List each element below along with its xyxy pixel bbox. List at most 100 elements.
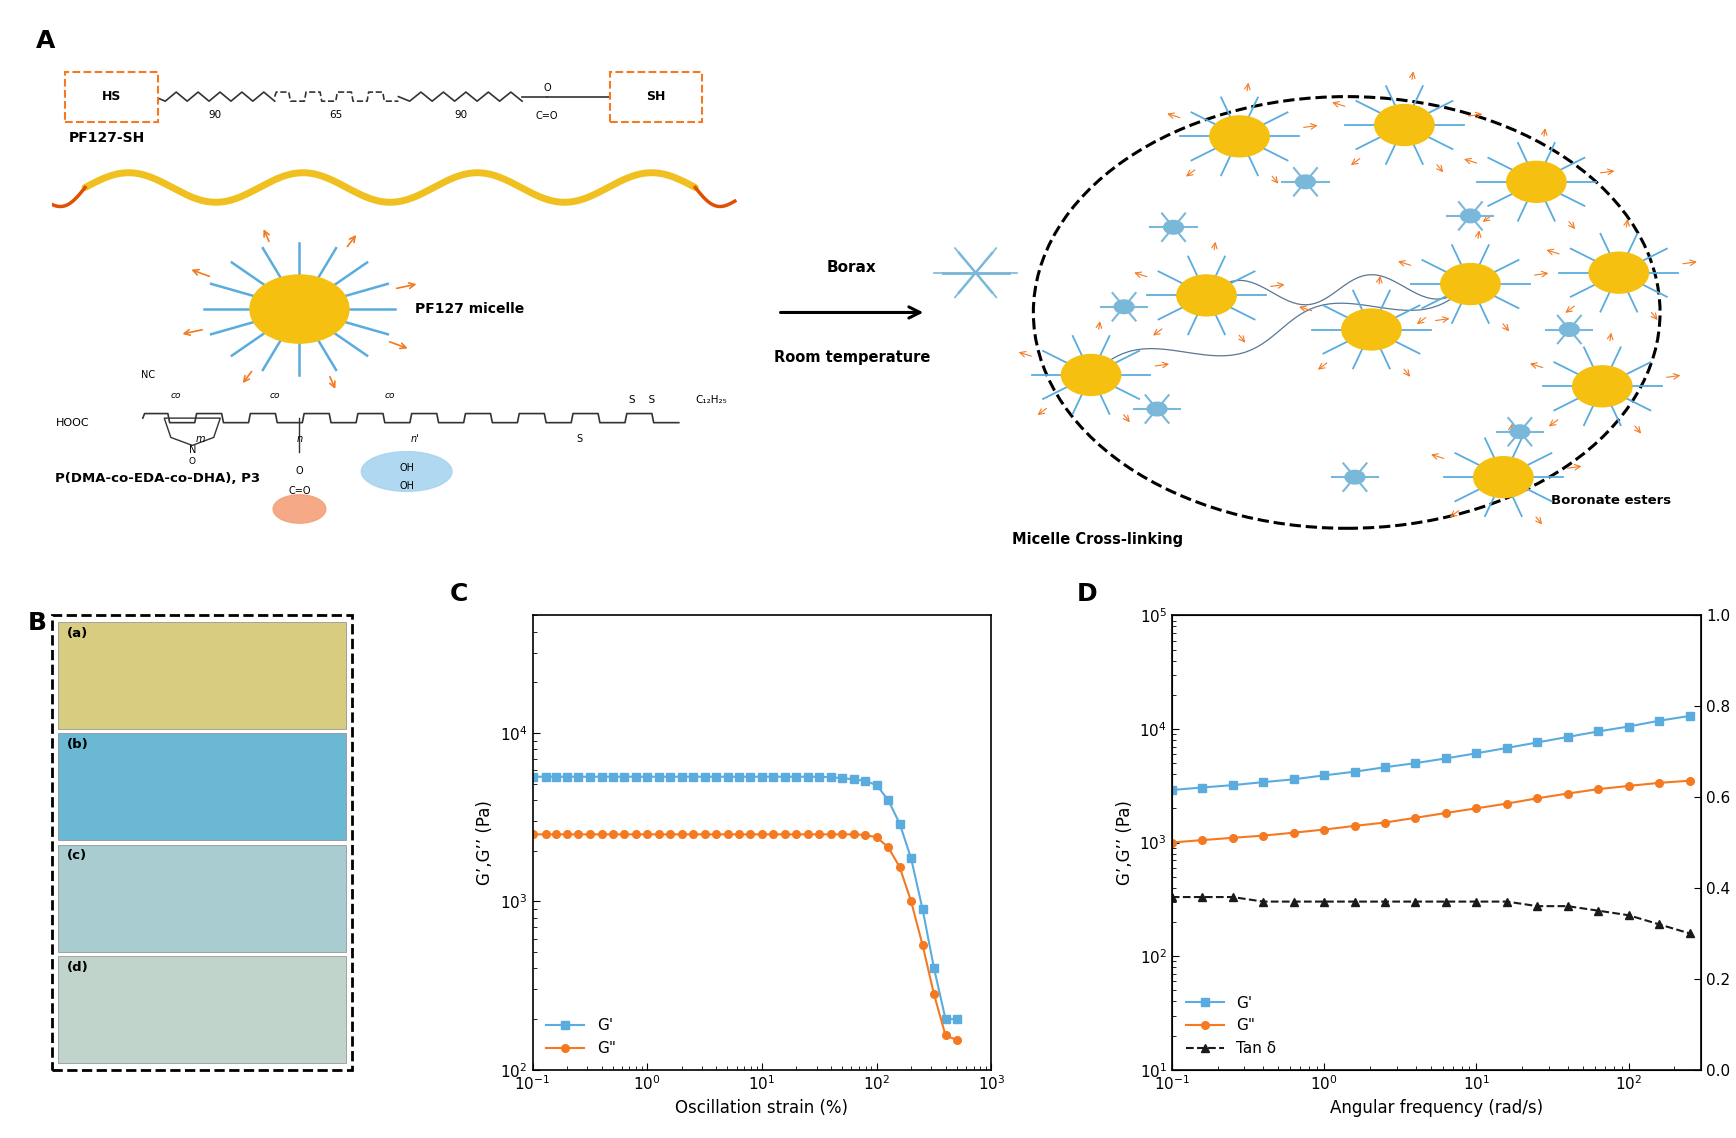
G' [729,770,750,784]
G" [625,827,646,841]
Text: D: D [1076,583,1097,607]
G" [1161,835,1182,849]
Tan δ [1222,890,1243,904]
G' [878,793,899,807]
G' [615,770,635,784]
G" [637,827,658,841]
Circle shape [1177,275,1236,316]
G" [901,894,922,908]
G' [1679,709,1700,723]
G' [844,773,865,786]
Line: G": G" [529,831,960,1044]
Circle shape [1163,221,1184,234]
Circle shape [1210,116,1269,157]
Tan δ [1436,894,1457,908]
G' [672,770,693,784]
Tan δ [1557,899,1578,913]
G" [1344,819,1364,833]
G" [1314,823,1335,836]
G' [936,1012,957,1025]
Text: Micelle Cross-linking: Micelle Cross-linking [1012,531,1182,546]
G' [557,770,578,784]
G" [924,988,944,1001]
Circle shape [1588,253,1649,294]
FancyBboxPatch shape [66,72,158,122]
FancyBboxPatch shape [57,622,345,729]
G' [1588,725,1609,739]
Tan δ [1344,894,1364,908]
G" [797,827,818,841]
G' [764,770,785,784]
Text: (b): (b) [68,739,89,751]
Circle shape [1460,209,1481,223]
Text: n: n [297,434,302,444]
Circle shape [1507,162,1566,203]
Text: N: N [189,445,196,455]
G' [1618,719,1639,733]
Text: (a): (a) [68,627,89,640]
G' [1191,781,1212,794]
Text: O: O [189,456,196,465]
X-axis label: Oscillation strain (%): Oscillation strain (%) [675,1099,849,1116]
Tan δ [1253,894,1274,908]
G" [615,827,635,841]
G' [637,770,658,784]
Ellipse shape [273,495,326,523]
Ellipse shape [361,452,451,492]
G' [1283,773,1304,786]
Circle shape [1342,310,1401,351]
G" [889,860,910,874]
G" [1649,776,1670,790]
Text: Borax: Borax [826,259,877,274]
FancyBboxPatch shape [57,844,345,951]
G" [535,827,556,841]
G' [592,770,613,784]
G" [705,827,726,841]
Text: NC: NC [141,370,155,380]
Circle shape [1510,424,1529,438]
Text: m: m [196,434,205,444]
Tan δ [1679,926,1700,940]
Circle shape [1441,264,1500,305]
G' [1344,765,1364,778]
G' [809,770,830,784]
G" [752,827,773,841]
G" [1679,774,1700,787]
G' [602,770,623,784]
G" [946,1033,967,1047]
G" [821,827,842,841]
G' [946,1012,967,1025]
G' [786,770,807,784]
G" [740,827,760,841]
Text: C: C [450,583,469,607]
Text: OH: OH [399,481,415,492]
Text: (d): (d) [68,960,89,974]
G" [844,827,865,841]
G" [1283,826,1304,840]
G' [1253,775,1274,789]
G' [694,770,715,784]
G" [682,827,703,841]
G' [648,770,668,784]
G" [936,1029,957,1042]
G" [648,827,668,841]
G" [660,827,681,841]
G' [1496,741,1517,754]
Text: P(DMA-co-EDA-co-DHA), P3: P(DMA-co-EDA-co-DHA), P3 [56,471,260,485]
G" [1253,828,1274,842]
Text: PF127 micelle: PF127 micelle [415,302,524,316]
Text: OH: OH [399,463,415,473]
Legend: G', G", Tan δ: G', G", Tan δ [1179,990,1283,1062]
Text: 90: 90 [455,110,467,121]
Tan δ [1618,908,1639,922]
G' [660,770,681,784]
G" [832,827,852,841]
Tan δ [1314,894,1335,908]
G" [545,827,566,841]
G" [774,827,795,841]
G' [717,770,738,784]
G" [592,827,613,841]
Line: G': G' [1168,712,1693,794]
G" [1557,786,1578,800]
Circle shape [1573,365,1632,406]
